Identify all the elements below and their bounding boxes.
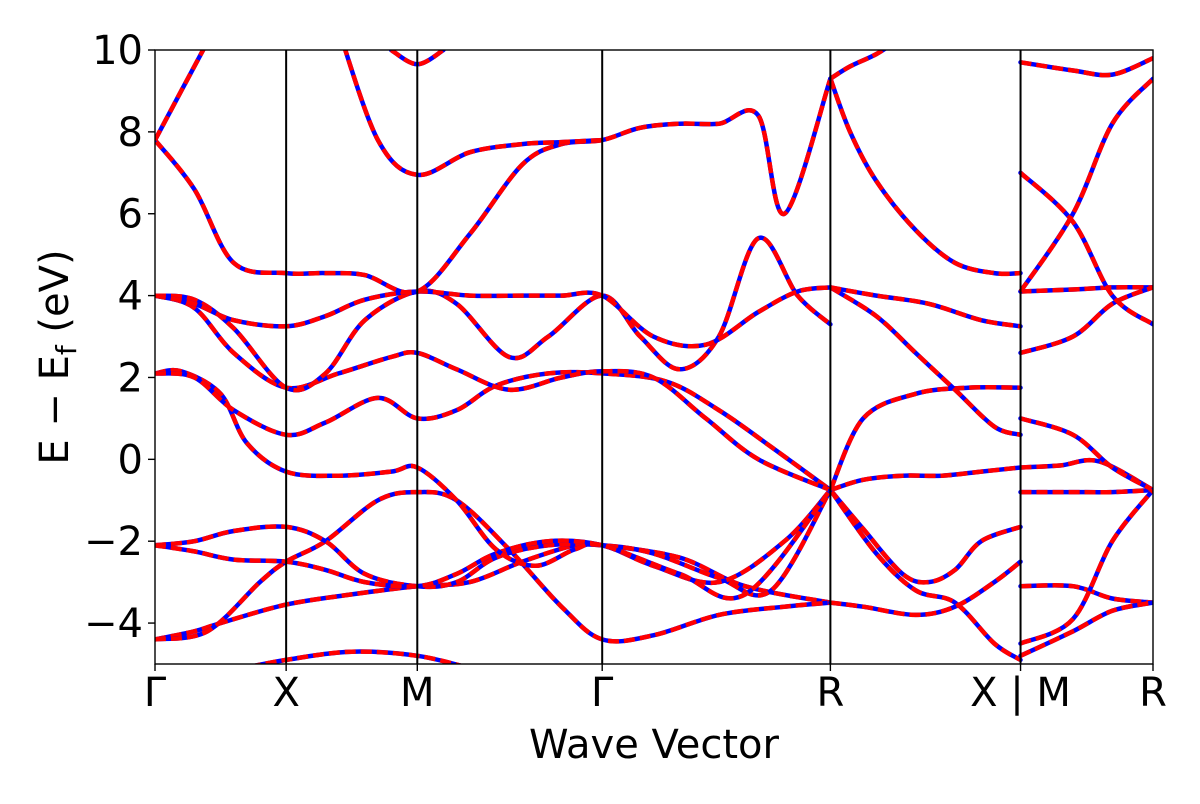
band-line-series-b-28 <box>1019 600 1153 658</box>
y-tick-label-3: 2 <box>118 355 143 401</box>
band-line-series-b-17 <box>830 559 1022 618</box>
band-line-series-b-15 <box>828 488 1022 585</box>
band-line-series-b-1 <box>155 489 831 644</box>
band-line-series-b-6 <box>155 293 832 493</box>
y-tick-label-1: −2 <box>84 519 143 565</box>
x-axis: Γ X M Γ R X | M R <box>144 664 1167 716</box>
band-line-series-b-16 <box>828 488 1022 662</box>
band-line-series-b-27 <box>1019 488 1153 646</box>
y-tick-label-4: 4 <box>118 274 143 320</box>
band-line-series-b-11 <box>342 50 603 178</box>
band-line-series-b-20 <box>829 285 1021 329</box>
y-axis-title: E − Ef (eV) <box>32 249 83 464</box>
x-axis-title: Wave Vector <box>529 722 780 768</box>
band-line-series-a-17 <box>828 559 1023 618</box>
band-line-series-a-32 <box>1018 76 1153 294</box>
bands-layer <box>155 50 1153 664</box>
band-line-series-b-25 <box>1019 416 1153 492</box>
band-line-series-a-14 <box>828 465 1023 493</box>
band-line-series-b-30 <box>1019 285 1153 356</box>
y-axis-title-unit: (eV) <box>32 249 78 345</box>
band-line-series-b-7 <box>155 235 832 393</box>
band-line-series-a-15 <box>828 487 1023 585</box>
high-symmetry-lines <box>285 50 1022 664</box>
band-line-series-b-4 <box>155 367 833 601</box>
x-tick-label-2: M <box>400 670 435 716</box>
y-tick-label-5: 6 <box>118 192 143 238</box>
x-tick-label-6: R <box>1139 670 1167 716</box>
band-line-series-b-5 <box>155 369 832 492</box>
x-tick-label-5: X | M <box>970 670 1071 716</box>
x-tick-label-3: Γ <box>591 670 614 716</box>
band-line-series-b-21 <box>828 77 1021 277</box>
x-tick-label-1: X <box>272 670 299 716</box>
x-tick-label-4: R <box>816 670 844 716</box>
y-tick-label-0: −4 <box>84 601 143 647</box>
y-tick-label-6: 8 <box>118 110 143 156</box>
y-axis-title-subscript: f <box>50 344 83 355</box>
band-line-series-b-26 <box>1020 583 1153 605</box>
band-line-series-b-10 <box>155 50 206 142</box>
band-line-series-b-29 <box>1020 285 1153 294</box>
band-line-series-b-23 <box>1020 457 1153 492</box>
band-line-series-b-31 <box>1018 171 1153 327</box>
band-line-series-b-12 <box>389 50 445 67</box>
band-line-series-a-5 <box>155 369 833 493</box>
band-line-series-b-32 <box>1018 77 1153 293</box>
band-line-series-b-19 <box>829 285 1022 437</box>
plot-frame <box>154 49 1154 665</box>
band-line-series-b-18 <box>828 385 1021 491</box>
band-line-series-a-30 <box>1018 285 1153 356</box>
y-axis: −4 −2 0 2 4 6 8 10 <box>84 28 155 647</box>
band-line-series-a-4 <box>155 367 833 601</box>
y-tick-label-7: 10 <box>92 28 143 74</box>
band-line-series-a-1 <box>155 489 833 644</box>
band-line-series-b-2 <box>155 488 833 598</box>
band-line-series-a-21 <box>828 76 1023 277</box>
band-line-series-b-9 <box>155 77 833 296</box>
band-line-series-b-22 <box>829 50 888 81</box>
band-line-series-a-9 <box>155 76 833 296</box>
band-line-series-b-3 <box>155 488 833 589</box>
band-line-series-b-24 <box>1020 487 1153 495</box>
band-line-series-b-8 <box>155 285 831 349</box>
band-line-series-a-16 <box>828 487 1023 663</box>
y-tick-label-2: 0 <box>118 437 143 483</box>
band-line-series-b-33 <box>1020 56 1153 78</box>
x-tick-label-0: Γ <box>144 670 167 716</box>
y-axis-title-main: E − E <box>32 355 78 465</box>
